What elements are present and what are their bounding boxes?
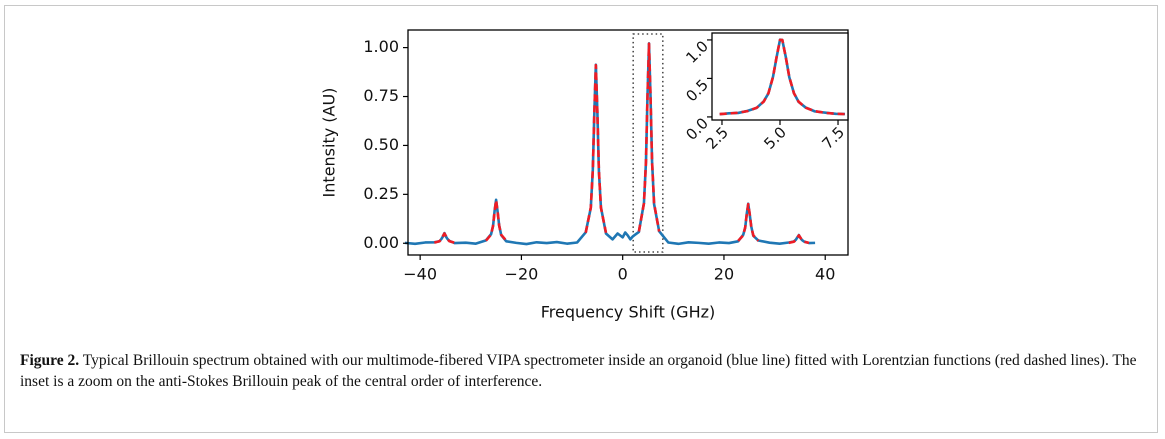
axes-frame	[407, 29, 849, 256]
x-tick-label: 40	[815, 265, 835, 284]
data-line	[433, 232, 455, 244]
x-axis-title: Frequency Shift (GHz)	[541, 303, 716, 322]
caption-label: Figure 2.	[20, 352, 80, 369]
y-tick-label: 1.00	[363, 37, 399, 56]
y-tick-label: 0.00	[363, 233, 399, 252]
axes: 2.5 5.0 7.50.00.51.0	[682, 32, 849, 153]
y-tick-label: 0.75	[363, 86, 399, 105]
data-line	[584, 63, 608, 233]
figure-frame	[4, 5, 1158, 433]
chart: −40 −20 0 20 40 0.00 0.25 0.50 0.75 1.00 Frequency…	[320, 29, 849, 322]
data-line	[737, 202, 760, 242]
x-tick-label: 0	[618, 265, 628, 284]
x-tick-label: −20	[505, 265, 539, 284]
caption-text: Typical Brillouin spectrum obtained with…	[20, 352, 1137, 390]
axes: −40 −20 0 20 40 0.00 0.25 0.50 0.75 1.00 Frequency…	[320, 29, 849, 322]
data-line	[788, 234, 810, 245]
plot-area	[712, 33, 848, 120]
caption: Figure 2. Typical Brillouin spectrum obt…	[20, 350, 1140, 392]
x-tick-label: −40	[403, 265, 437, 284]
zoom-box	[632, 33, 664, 253]
y-tick-label: 0.50	[363, 135, 399, 154]
y-axis-title: Intensity (AU)	[320, 88, 339, 198]
data-line	[637, 42, 661, 232]
y-tick-label: 0.25	[363, 184, 399, 203]
data-line	[404, 42, 816, 246]
x-tick-label: 20	[714, 265, 734, 284]
data-line	[719, 38, 846, 116]
